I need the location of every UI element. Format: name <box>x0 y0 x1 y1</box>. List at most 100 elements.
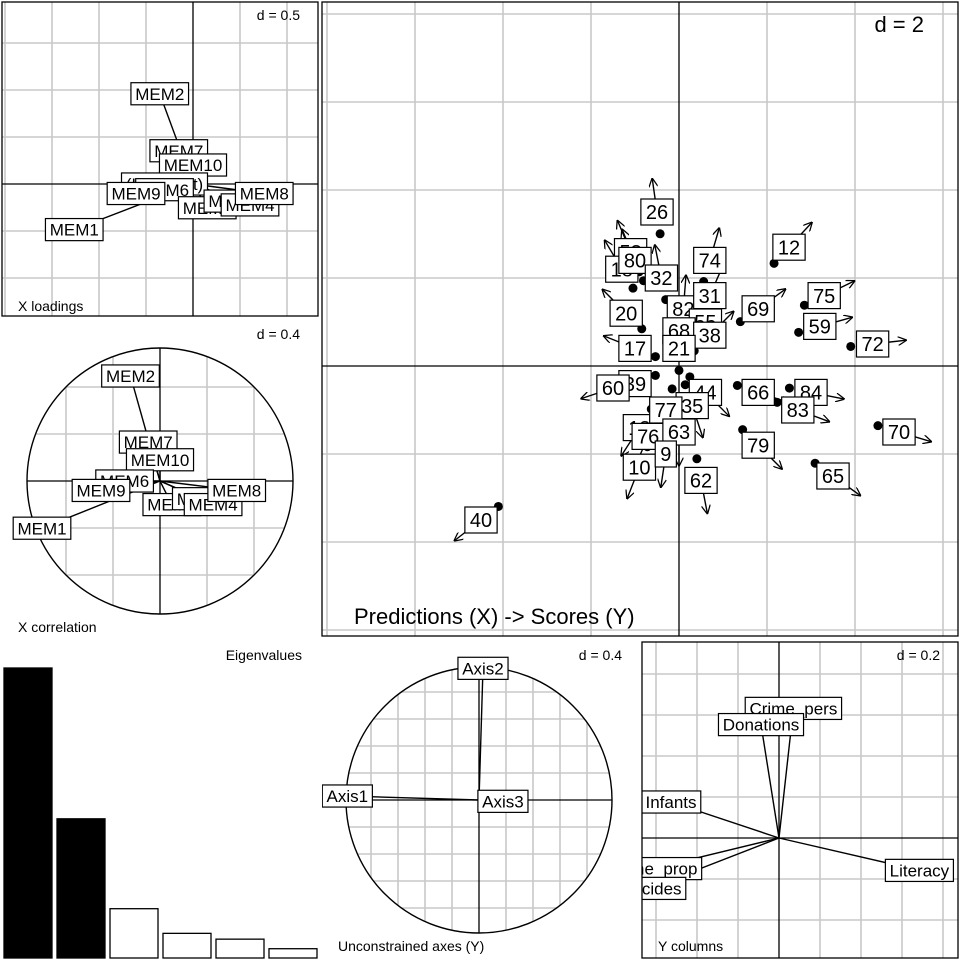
x-correlation-label-text: MEM2 <box>106 367 155 386</box>
y-columns-label-text: Literacy <box>890 862 950 881</box>
score-label-box <box>622 453 657 481</box>
x-correlation-label: MEM7 <box>118 430 178 454</box>
y-columns-label-text: Suicides <box>617 880 681 899</box>
score-label-text: 72 <box>861 334 883 356</box>
score-label-text: 80 <box>624 251 646 273</box>
unconstrained-axes-label-text: Axis3 <box>482 792 524 811</box>
prediction-dot <box>784 383 794 393</box>
score-label: 63 <box>662 418 696 446</box>
x-correlation-label-box <box>71 478 131 503</box>
score-label: 79 <box>741 431 775 459</box>
prediction-dot <box>680 380 690 390</box>
x-loadings-scale-label: d = 0.5 <box>257 7 300 23</box>
x-correlation-label-box <box>125 448 195 472</box>
score-label-box <box>741 295 775 323</box>
score-label-box <box>654 440 677 468</box>
unconstrained-axes-scale-label: d = 0.4 <box>579 647 622 663</box>
score-label: 60 <box>596 374 630 402</box>
score-label-box <box>816 462 850 490</box>
x-correlation-caption: X correlation <box>18 619 97 635</box>
score-label-text: 32 <box>650 268 672 290</box>
score-label: 32 <box>644 264 679 292</box>
score-label-text: 10 <box>628 457 650 479</box>
x-correlation-label: MEM8 <box>207 478 267 503</box>
score-label-box <box>772 233 806 261</box>
eigenvalues-title: Eigenvalues <box>226 647 302 663</box>
score-label: 21 <box>662 334 696 362</box>
eigenvalue-bar <box>162 932 212 959</box>
unconstrained-axes-caption: Unconstrained axes (Y) <box>338 938 484 954</box>
score-label-box <box>803 312 837 340</box>
prediction-dot <box>769 258 779 268</box>
score-label: 40 <box>464 506 498 534</box>
x-correlation-label-box <box>12 516 72 540</box>
score-label-box <box>609 299 643 327</box>
y-columns-label: Donations <box>717 712 805 737</box>
score-label: 69 <box>741 295 775 323</box>
x-correlation-label-text: MEM7 <box>124 433 173 452</box>
score-label-text: 21 <box>668 339 690 361</box>
score-label-text: 70 <box>888 422 910 444</box>
predictions-scores-panel: 2653188032741275692082315568381721597239… <box>321 1 959 637</box>
score-label-text: 20 <box>615 303 637 325</box>
score-label-text: 63 <box>668 422 690 444</box>
score-label-text: 76 <box>637 427 659 449</box>
prediction-dot <box>650 352 660 362</box>
score-label: 10 <box>622 453 657 481</box>
x-loadings-caption: X loadings <box>18 298 83 314</box>
unconstrained-axes-label: Axis2 <box>457 656 509 680</box>
unconstrained-axes-label-box <box>457 656 509 680</box>
score-label: 72 <box>855 330 890 358</box>
prediction-dot <box>674 365 684 375</box>
score-label-text: 79 <box>747 435 769 457</box>
score-label: 62 <box>684 466 718 494</box>
score-label-text: 83 <box>787 400 809 422</box>
x-loadings-label: MEM8 <box>234 181 294 206</box>
x-loadings-label-text: MEM8 <box>240 185 289 204</box>
x-loadings-label-text: MEM2 <box>135 85 184 104</box>
x-loadings-label: MEM10 <box>158 153 228 177</box>
x-correlation-label: MEM9 <box>71 478 131 503</box>
predictions-scores-frame <box>321 1 959 637</box>
score-label: 83 <box>781 396 815 424</box>
prediction-dot <box>667 384 677 394</box>
score-label: 75 <box>807 282 841 310</box>
y-columns-arrow <box>761 725 780 839</box>
y-columns-label-box <box>642 876 687 901</box>
x-loadings-frame <box>1 1 319 317</box>
score-label: 59 <box>803 312 837 340</box>
score-label-box <box>618 334 652 362</box>
eigenvalue-bar <box>268 948 318 959</box>
score-label-box <box>781 396 815 424</box>
prediction-dot <box>799 300 809 310</box>
score-label-box <box>855 330 890 358</box>
score-label-text: 75 <box>813 286 835 308</box>
score-label-box <box>644 264 679 292</box>
x-loadings-label-text: MEM10 <box>164 156 223 175</box>
score-label-box <box>684 466 718 494</box>
score-label-text: 31 <box>699 286 721 308</box>
y-columns-caption: Y columns <box>658 938 723 954</box>
score-label: 74 <box>693 246 727 274</box>
prediction-dot <box>846 341 856 351</box>
prediction-dot <box>628 283 638 293</box>
score-label-text: 35 <box>681 396 703 418</box>
eigenvalue-bar <box>215 938 265 959</box>
x-correlation-label: MEM1 <box>12 516 72 540</box>
eigenvalue-bar <box>56 818 106 959</box>
score-label-text: 26 <box>646 202 668 224</box>
score-label-box <box>741 431 775 459</box>
score-label-text: 62 <box>690 471 712 493</box>
x-correlation-label: MEM2 <box>101 364 160 388</box>
eigenvalue-bar <box>3 667 53 959</box>
score-label-text: 74 <box>699 251 721 273</box>
x-loadings-label-box <box>234 181 294 206</box>
score-label-text: 60 <box>602 378 624 400</box>
score-label: 17 <box>618 334 652 362</box>
score-label-text: 40 <box>470 510 492 532</box>
predictions-scores-title: Predictions (X) -> Scores (Y) <box>354 604 635 629</box>
x-correlation-label-box <box>207 478 267 503</box>
score-label: 26 <box>640 198 674 226</box>
x-loadings-label-text: MEM9 <box>111 185 160 204</box>
score-label-text: 65 <box>822 466 844 488</box>
